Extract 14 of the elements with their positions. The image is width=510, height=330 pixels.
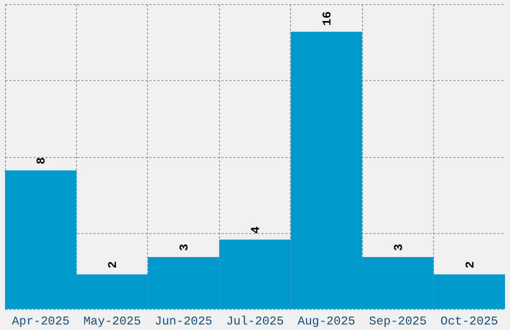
data-label: 2 [106, 261, 120, 268]
data-label: 3 [178, 244, 192, 252]
data-label: 3 [392, 244, 406, 252]
x-tick-label: Apr-2025 [12, 314, 70, 328]
x-tick-label: Sep-2025 [369, 314, 427, 328]
x-tick-label: May-2025 [83, 314, 141, 328]
data-label: 2 [463, 261, 478, 268]
x-tick-label: Oct-2025 [440, 314, 498, 328]
x-tick-label: Jul-2025 [226, 314, 284, 328]
data-label: 8 [34, 157, 49, 164]
data-label: 16 [320, 11, 334, 26]
data-label: 4 [249, 226, 263, 234]
x-tick-label: Jun-2025 [154, 314, 212, 328]
x-tick-label: Aug-2025 [298, 314, 356, 328]
